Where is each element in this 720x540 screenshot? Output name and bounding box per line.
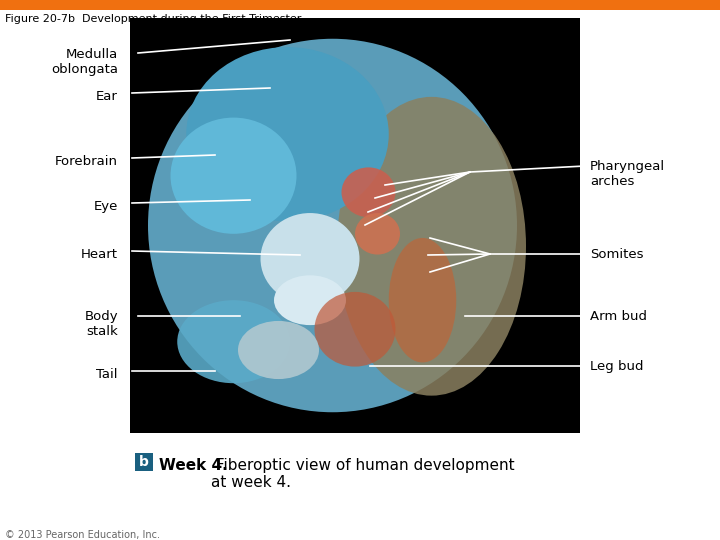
Text: Forebrain: Forebrain [55,155,118,168]
Text: © 2013 Pearson Education, Inc.: © 2013 Pearson Education, Inc. [5,530,160,540]
Text: b: b [139,455,149,469]
Text: Somites: Somites [590,248,644,261]
Text: Arm bud: Arm bud [590,310,647,323]
Bar [130,18,580,433]
Text: Body
stalk: Body stalk [84,310,118,338]
Ellipse shape [389,238,456,362]
Ellipse shape [177,300,289,383]
Text: Leg bud: Leg bud [590,360,644,373]
Text: Fiberoptic view of human development
at week 4.: Fiberoptic view of human development at … [211,458,515,490]
Text: Ear: Ear [96,90,118,103]
Text: Tail: Tail [96,368,118,381]
Ellipse shape [171,118,297,234]
Bar [0,0,720,10]
Ellipse shape [274,275,346,325]
Text: Eye: Eye [94,200,118,213]
Ellipse shape [186,47,389,221]
Text: Figure 20-7b  Development during the First Trimester.: Figure 20-7b Development during the Firs… [5,14,304,24]
Ellipse shape [261,213,359,305]
Text: Medulla
oblongata: Medulla oblongata [51,48,118,76]
Text: Pharyngeal
arches: Pharyngeal arches [590,160,665,188]
Ellipse shape [238,321,319,379]
Ellipse shape [315,292,395,367]
Text: Heart: Heart [81,248,118,261]
Ellipse shape [148,39,517,412]
Ellipse shape [355,213,400,254]
Bar [135,453,153,471]
Ellipse shape [337,97,526,396]
Text: Week 4.: Week 4. [159,458,228,473]
Ellipse shape [341,167,395,217]
